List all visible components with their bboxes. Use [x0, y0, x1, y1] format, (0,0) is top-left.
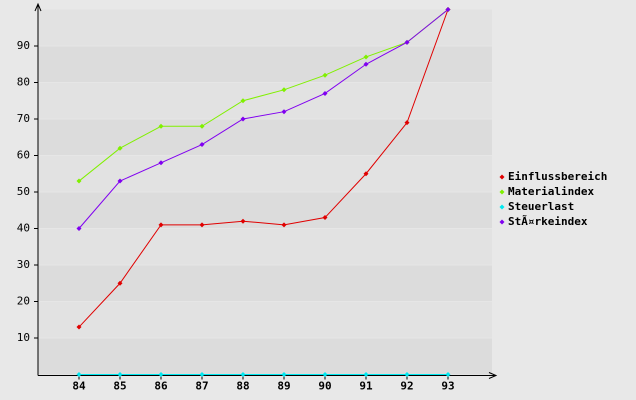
y-tick-label: 50 — [17, 185, 30, 198]
point — [445, 372, 451, 377]
x-tick-label: 84 — [72, 380, 86, 393]
grid-band — [38, 82, 492, 119]
x-tick-label: 93 — [441, 380, 454, 393]
point — [199, 123, 205, 129]
legend-label: Steuerlast — [508, 200, 574, 213]
point — [363, 171, 369, 177]
x-tick-label: 92 — [400, 380, 413, 393]
point — [322, 215, 328, 221]
point — [199, 142, 205, 148]
point — [281, 109, 287, 115]
point — [76, 178, 82, 184]
x-tick-label: 85 — [113, 380, 126, 393]
grid-band — [38, 301, 492, 338]
grid-band — [38, 265, 492, 302]
point — [281, 372, 287, 377]
grid-band — [38, 119, 492, 156]
x-tick-label: 91 — [359, 380, 373, 393]
point — [363, 372, 369, 377]
series-line — [78, 9, 449, 182]
point — [76, 226, 82, 231]
point — [117, 372, 123, 377]
y-tick-label: 40 — [17, 222, 30, 235]
point — [117, 145, 123, 151]
x-tick-label: 88 — [236, 380, 249, 393]
grid-band — [38, 338, 492, 375]
legend-marker — [499, 204, 505, 210]
y-tick-label: 60 — [17, 149, 30, 162]
grid-band — [38, 228, 492, 265]
point — [363, 54, 369, 60]
point — [281, 87, 287, 93]
point — [158, 372, 164, 377]
point — [199, 372, 205, 377]
grid-band — [38, 192, 492, 229]
legend-label: Einflussbereich — [508, 170, 607, 183]
x-tick-label: 87 — [195, 380, 208, 393]
series-line — [78, 9, 449, 328]
point — [158, 222, 164, 228]
legend-marker — [499, 189, 505, 195]
point — [363, 61, 369, 67]
point — [281, 222, 287, 228]
legend-label: Materialindex — [508, 185, 594, 198]
point — [404, 120, 410, 126]
point — [117, 280, 123, 286]
y-tick-label: 30 — [17, 258, 30, 271]
grid-band — [38, 46, 492, 83]
x-tick-label: 90 — [318, 380, 331, 393]
point — [158, 160, 164, 166]
grid-band — [38, 9, 492, 46]
point — [240, 218, 246, 224]
x-axis-arrow — [488, 372, 498, 379]
y-tick-label: 70 — [17, 112, 30, 125]
point — [240, 98, 246, 104]
point — [76, 372, 82, 377]
point — [240, 116, 246, 122]
grid-band — [38, 155, 492, 192]
point — [158, 123, 164, 129]
x-tick-label: 86 — [154, 380, 168, 393]
point — [240, 372, 246, 377]
point — [445, 7, 451, 12]
point — [322, 372, 328, 377]
legend-marker — [499, 219, 505, 225]
point — [322, 90, 328, 96]
point — [117, 178, 123, 184]
legend-marker — [499, 174, 505, 180]
point — [322, 72, 328, 78]
point — [404, 39, 410, 45]
point — [199, 222, 205, 228]
y-tick-label: 90 — [17, 39, 30, 52]
x-tick-label: 89 — [277, 380, 290, 393]
series-line — [78, 9, 449, 229]
y-axis-arrow — [34, 2, 42, 12]
point — [404, 372, 410, 377]
y-tick-label: 20 — [17, 295, 30, 308]
point — [76, 324, 82, 330]
y-tick-label: 80 — [17, 76, 30, 89]
y-tick-label: 10 — [17, 331, 30, 344]
legend-label: StÃ¤rkeindex — [508, 215, 588, 228]
